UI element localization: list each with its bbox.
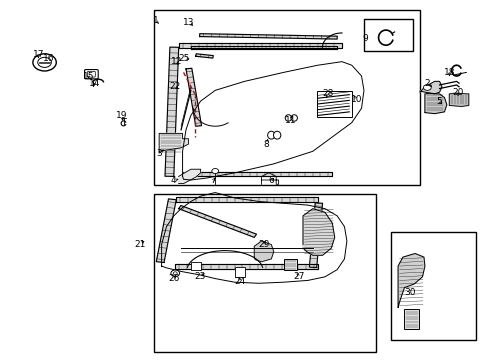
FancyBboxPatch shape (84, 69, 98, 79)
Text: 6: 6 (268, 176, 274, 185)
Text: 23: 23 (194, 272, 205, 281)
Bar (190, 262, 200, 270)
Bar (316, 91, 351, 117)
Text: 30: 30 (404, 288, 415, 297)
Ellipse shape (285, 115, 291, 121)
Text: 9: 9 (362, 34, 367, 43)
FancyBboxPatch shape (87, 71, 95, 77)
Circle shape (173, 272, 177, 275)
Polygon shape (199, 34, 337, 39)
Bar (404, 309, 418, 329)
Text: 21: 21 (134, 240, 145, 249)
Text: 22: 22 (169, 82, 181, 91)
Circle shape (211, 168, 218, 174)
Text: 16: 16 (42, 54, 54, 63)
Polygon shape (164, 47, 178, 176)
Text: 24: 24 (234, 276, 245, 285)
Circle shape (423, 85, 430, 90)
Text: 18: 18 (443, 68, 454, 77)
Bar (154, 194, 375, 352)
Bar (283, 259, 297, 270)
Polygon shape (424, 93, 446, 114)
Polygon shape (419, 81, 441, 94)
Polygon shape (178, 169, 200, 184)
Polygon shape (309, 203, 322, 267)
Text: 20: 20 (451, 87, 463, 96)
Bar (234, 267, 245, 277)
Polygon shape (185, 68, 201, 126)
Ellipse shape (290, 115, 297, 121)
Polygon shape (397, 253, 424, 307)
Text: 26: 26 (168, 274, 179, 283)
Text: 3: 3 (156, 149, 162, 158)
Text: 27: 27 (293, 272, 304, 281)
Text: 14: 14 (88, 79, 100, 88)
Polygon shape (195, 54, 213, 58)
Polygon shape (254, 241, 273, 262)
Text: 17: 17 (32, 50, 44, 59)
Text: 15: 15 (82, 72, 94, 81)
Bar (363, 19, 412, 51)
Polygon shape (178, 206, 256, 237)
Circle shape (33, 54, 56, 71)
Circle shape (170, 270, 179, 276)
Bar (154, 10, 419, 185)
Polygon shape (303, 209, 334, 255)
Text: 19: 19 (116, 111, 127, 120)
Text: 7: 7 (209, 176, 215, 185)
Text: 10: 10 (350, 95, 362, 104)
Circle shape (38, 57, 51, 67)
Text: 5: 5 (436, 96, 442, 105)
Text: 12: 12 (170, 57, 182, 66)
Bar (390, 232, 475, 339)
Text: 4: 4 (171, 176, 176, 185)
Text: 25: 25 (178, 54, 189, 63)
Text: 28: 28 (322, 89, 333, 98)
Polygon shape (176, 197, 317, 202)
Ellipse shape (273, 131, 280, 139)
Text: 29: 29 (258, 240, 269, 249)
Text: 2: 2 (424, 79, 429, 88)
Polygon shape (190, 45, 336, 49)
Polygon shape (175, 264, 317, 269)
Polygon shape (182, 172, 331, 176)
Text: 13: 13 (183, 18, 194, 27)
Text: 11: 11 (285, 116, 296, 125)
Polygon shape (178, 43, 341, 48)
Text: 1: 1 (153, 16, 158, 25)
Ellipse shape (267, 131, 274, 139)
Polygon shape (159, 134, 188, 153)
Polygon shape (156, 199, 176, 262)
Polygon shape (39, 62, 50, 63)
Text: 8: 8 (263, 140, 269, 149)
Polygon shape (448, 93, 468, 107)
